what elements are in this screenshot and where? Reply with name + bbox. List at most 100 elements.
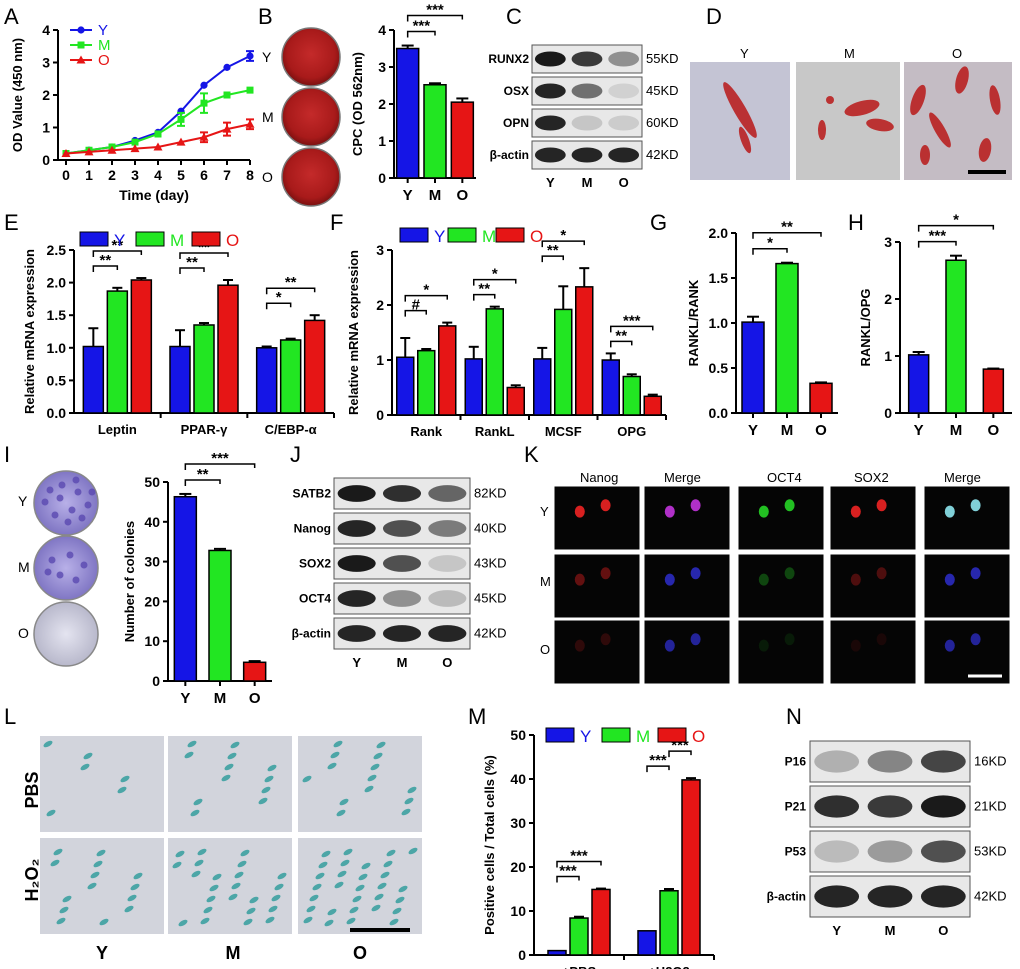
colony xyxy=(64,518,72,526)
bar-y xyxy=(169,345,191,414)
bar-y xyxy=(637,930,657,956)
significance-label: *** xyxy=(649,752,667,769)
d-col-label-y: Y xyxy=(740,46,749,61)
data-point xyxy=(131,138,139,146)
blot-band xyxy=(534,147,566,163)
blot-kd-label: 45KD xyxy=(474,591,507,606)
nucleus xyxy=(970,499,981,512)
panel-l-sa-beta-gal: PBS H₂O₂ Y M O xyxy=(22,736,422,963)
legend-swatch-m xyxy=(447,227,477,243)
y-tick-label: 1 xyxy=(376,352,384,368)
calcium-deposit xyxy=(929,112,951,148)
bar-o xyxy=(809,382,833,414)
calcium-deposit xyxy=(978,138,992,162)
bar-o xyxy=(130,279,153,414)
stained-cell xyxy=(371,904,381,912)
blot-protein-label: SATB2 xyxy=(293,487,332,501)
y-axis-label: CPC (OD 562nm) xyxy=(350,52,365,156)
significance-label: * xyxy=(953,212,959,229)
bar-m xyxy=(775,262,799,414)
stained-cell xyxy=(327,762,337,770)
calcium-deposit xyxy=(723,82,757,138)
stained-cell xyxy=(306,905,316,913)
y-tick-label: 3 xyxy=(376,242,384,258)
significance-bracket xyxy=(917,224,995,232)
legend-swatch-o xyxy=(191,231,221,247)
legend-swatch-y xyxy=(399,227,429,243)
data-point xyxy=(222,124,232,133)
panel-b-cpc-chart: 0 1 2 3 4 CPC (OD 562nm) Y M O ****** xyxy=(350,2,476,204)
data-point xyxy=(245,119,255,128)
y-tick-label: 2.0 xyxy=(709,225,729,241)
significance-label: ** xyxy=(186,254,198,271)
y-tick-label: 4 xyxy=(42,22,50,38)
x-tick-label: 7 xyxy=(223,167,231,183)
nucleus xyxy=(664,573,675,586)
if-image xyxy=(829,553,917,619)
blot-lane-label: Y xyxy=(832,923,841,938)
bar-o xyxy=(591,888,611,956)
if-image xyxy=(737,619,825,685)
significance-bracket xyxy=(404,294,448,302)
blot-band xyxy=(920,750,966,773)
bar-y xyxy=(601,359,620,416)
stained-cell xyxy=(133,872,143,880)
blot-protein-label: β-actin xyxy=(490,148,529,162)
bar-o xyxy=(303,319,326,414)
x-tick-label: 8 xyxy=(246,167,254,183)
legend-marker xyxy=(76,55,86,64)
significance-bracket xyxy=(179,252,229,259)
blot-band xyxy=(428,485,467,502)
panel-letter-j: J xyxy=(290,442,301,467)
stained-cell xyxy=(234,871,244,879)
y-axis-label: Relative mRNA expression xyxy=(346,250,361,415)
blot-protein-label: Nanog xyxy=(294,522,331,536)
significance-bracket xyxy=(752,247,788,255)
stained-cell xyxy=(346,917,356,925)
bar-y xyxy=(547,949,567,956)
legend-swatch-y xyxy=(545,727,575,743)
stained-cell xyxy=(203,906,213,914)
stained-cell xyxy=(352,895,362,903)
bar-m xyxy=(423,84,447,179)
i-dish-label-m: M xyxy=(18,559,30,575)
dish-label-m: M xyxy=(262,109,274,125)
blot-band xyxy=(382,590,422,607)
significance-label: *** xyxy=(559,863,577,880)
k-col-label-nanog: Nanog xyxy=(580,470,618,485)
colony xyxy=(56,494,64,502)
y-tick-label: 40 xyxy=(510,771,526,787)
blot-lane-label: Y xyxy=(352,655,361,670)
significance-bracket xyxy=(179,267,205,274)
significance-bracket xyxy=(406,30,436,38)
stained-cell xyxy=(408,847,418,855)
significance-bracket xyxy=(646,765,670,773)
d-col-label-m: M xyxy=(844,46,855,61)
stained-cell xyxy=(190,809,200,817)
stained-cell xyxy=(336,809,346,817)
nucleus xyxy=(574,639,585,652)
stained-cell xyxy=(240,849,250,857)
x-tick-label: 5 xyxy=(177,167,185,183)
if-image xyxy=(829,485,917,551)
stained-cell xyxy=(364,785,374,793)
x-tick-label: M xyxy=(429,187,442,204)
bar-y xyxy=(464,358,483,416)
nucleus xyxy=(876,499,887,512)
y-tick-label: 0 xyxy=(518,947,526,963)
stained-cell xyxy=(124,905,134,913)
significance-label: ** xyxy=(547,242,559,259)
x-tick-label: 3 xyxy=(131,167,139,183)
l-col-label-m: M xyxy=(226,943,241,963)
if-image xyxy=(829,619,917,685)
k-col-label-merge2: Merge xyxy=(944,470,981,485)
blot-band xyxy=(608,147,640,163)
stained-cell xyxy=(303,916,313,924)
blot-band xyxy=(382,555,422,572)
panel-letter-b: B xyxy=(258,4,273,29)
y-tick-label: 0.0 xyxy=(709,405,729,421)
k-row-label-m: M xyxy=(540,574,551,589)
legend-label-m: M xyxy=(170,231,184,250)
